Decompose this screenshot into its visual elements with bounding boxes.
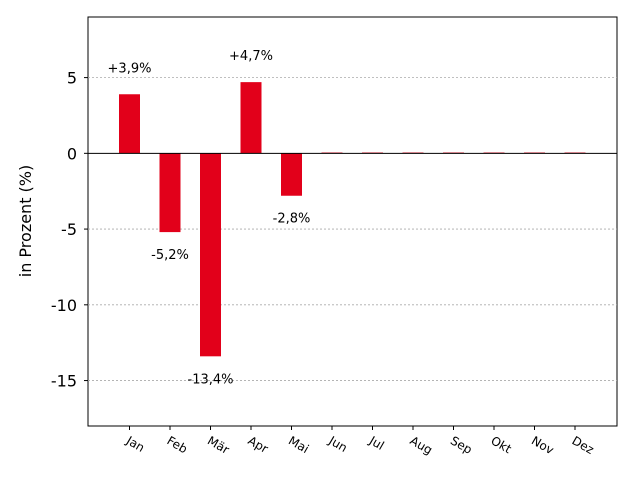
bar-value-label: -2,8% (273, 212, 311, 227)
bar-value-label: -13,4% (188, 372, 234, 387)
bar-mai (281, 153, 302, 196)
y-tick-label: 0 (67, 144, 77, 163)
y-axis-label: in Prozent (%) (16, 165, 35, 277)
x-tick-label: Jun (326, 433, 350, 455)
bar-mär (200, 153, 221, 357)
bar-value-labels: +3,9% -5,2% -13,4% +4,7% -2,8% (108, 49, 311, 387)
x-tick-label: Jan (123, 433, 147, 455)
x-tick-label: Feb (165, 433, 190, 456)
bar-apr (240, 82, 262, 154)
y-axis-ticks: 5 0 -5 -10 -15 (51, 69, 88, 391)
bars (119, 82, 586, 357)
bar-value-label: +4,7% (229, 49, 273, 64)
x-tick-label: Aug (408, 433, 435, 457)
bar-feb (159, 153, 181, 233)
x-axis-ticks: Jan Feb Mär Apr Mai Jun Jul Aug Sep Okt Nov Dez (123, 426, 596, 457)
y-tick-label: -10 (51, 296, 77, 315)
x-tick-label: Sep (448, 433, 475, 456)
y-tick-label: -15 (51, 372, 77, 391)
x-tick-label: Nov (529, 433, 556, 457)
y-tick-label: 5 (67, 69, 77, 88)
x-tick-label: Apr (246, 433, 271, 456)
x-tick-label: Dez (570, 433, 597, 457)
x-tick-label: Okt (489, 433, 515, 456)
x-tick-label: Mär (205, 433, 232, 456)
x-tick-label: Jul (366, 433, 386, 453)
bar-jan (119, 94, 140, 154)
y-tick-label: -5 (61, 220, 77, 239)
bar-value-label: +3,9% (108, 61, 152, 76)
bar-value-label: -5,2% (151, 248, 189, 263)
x-tick-label: Mai (286, 433, 311, 456)
